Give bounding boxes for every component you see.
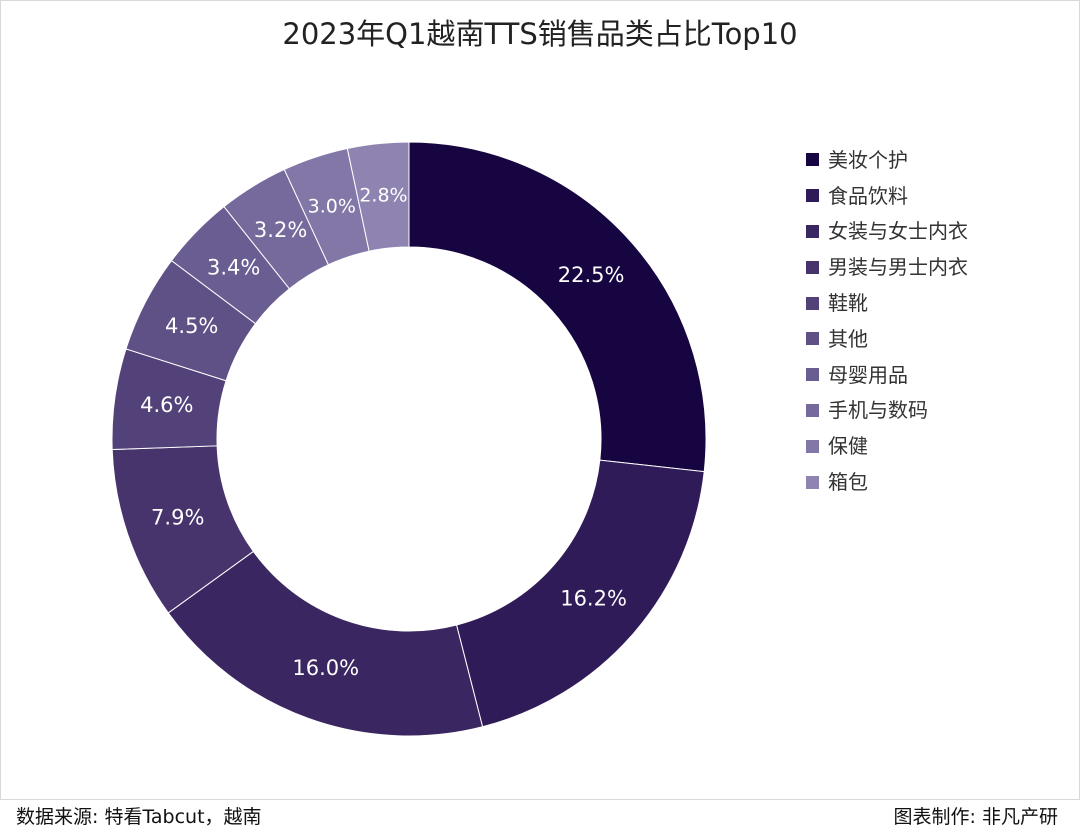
legend-swatch [806, 224, 819, 238]
legend-swatch [806, 439, 819, 453]
slice-value-label: 22.5% [558, 263, 625, 287]
slice-value-label: 16.2% [560, 586, 627, 610]
slice-value-label: 16.0% [292, 656, 359, 680]
slice-value-label: 7.9% [151, 505, 204, 529]
slice-value-label: 4.6% [140, 393, 193, 417]
legend-label: 手机与数码 [828, 398, 928, 423]
legend-item: 鞋靴 [806, 285, 968, 321]
legend-label: 母婴用品 [828, 362, 908, 387]
legend-swatch [806, 296, 819, 310]
legend-swatch [806, 332, 819, 346]
donut-slice-2 [455, 459, 705, 728]
legend-swatch [806, 189, 819, 203]
legend-label: 女装与女士内衣 [828, 219, 968, 244]
legend-item: 箱包 [806, 464, 968, 500]
donut-chart: 22.5% 16.2% 16.0% 7.9% 4.6% 4.5% 3.4% 3.2%3.0%2… [111, 141, 707, 737]
chart-legend: 美妆个护食品饮料女装与女士内衣 男装与男士内衣 鞋靴其他母婴用品手机与数码保健箱包 [806, 142, 968, 500]
legend-swatch [806, 260, 819, 274]
legend-item: 母婴用品 [806, 357, 968, 393]
legend-label: 男装与男士内衣 [828, 255, 968, 280]
source-note: 数据来源: 特看Tabcut，越南 [16, 806, 262, 828]
donut-slice-3 [167, 550, 484, 737]
legend-label: 保健 [828, 434, 868, 459]
donut-slice-1 [408, 141, 707, 473]
legend-item: 食品饮料 [806, 178, 968, 214]
slice-value-label: 2.8% [359, 184, 407, 206]
slice-value-label: 4.5% [165, 314, 218, 338]
legend-item: 手机与数码 [806, 393, 968, 429]
legend-label: 箱包 [828, 470, 868, 495]
chart-credit: 图表制作: 非凡产研 [893, 806, 1058, 828]
slice-value-label: 3.2% [254, 218, 307, 242]
legend-item: 其他 [806, 321, 968, 357]
legend-label: 其他 [828, 326, 868, 351]
legend-swatch [806, 475, 819, 489]
legend-item: 美妆个护 [806, 142, 968, 178]
chart-title: 2023年Q1越南TTS销售品类占比Top10 [282, 17, 798, 51]
slice-value-label: 3.4% [207, 256, 260, 280]
legend-label: 美妆个护 [828, 147, 908, 172]
legend-label: 鞋靴 [828, 291, 868, 316]
slice-value-label: 3.0% [308, 196, 356, 218]
legend-label: 食品饮料 [828, 183, 908, 208]
legend-swatch [806, 403, 819, 417]
legend-swatch [806, 368, 819, 382]
legend-item: 女装与女士内衣 [806, 214, 968, 250]
donut-slice-10 [346, 141, 410, 252]
legend-swatch [806, 153, 819, 167]
legend-item: 男装与男士内衣 [806, 249, 968, 285]
legend-item: 保健 [806, 428, 968, 464]
